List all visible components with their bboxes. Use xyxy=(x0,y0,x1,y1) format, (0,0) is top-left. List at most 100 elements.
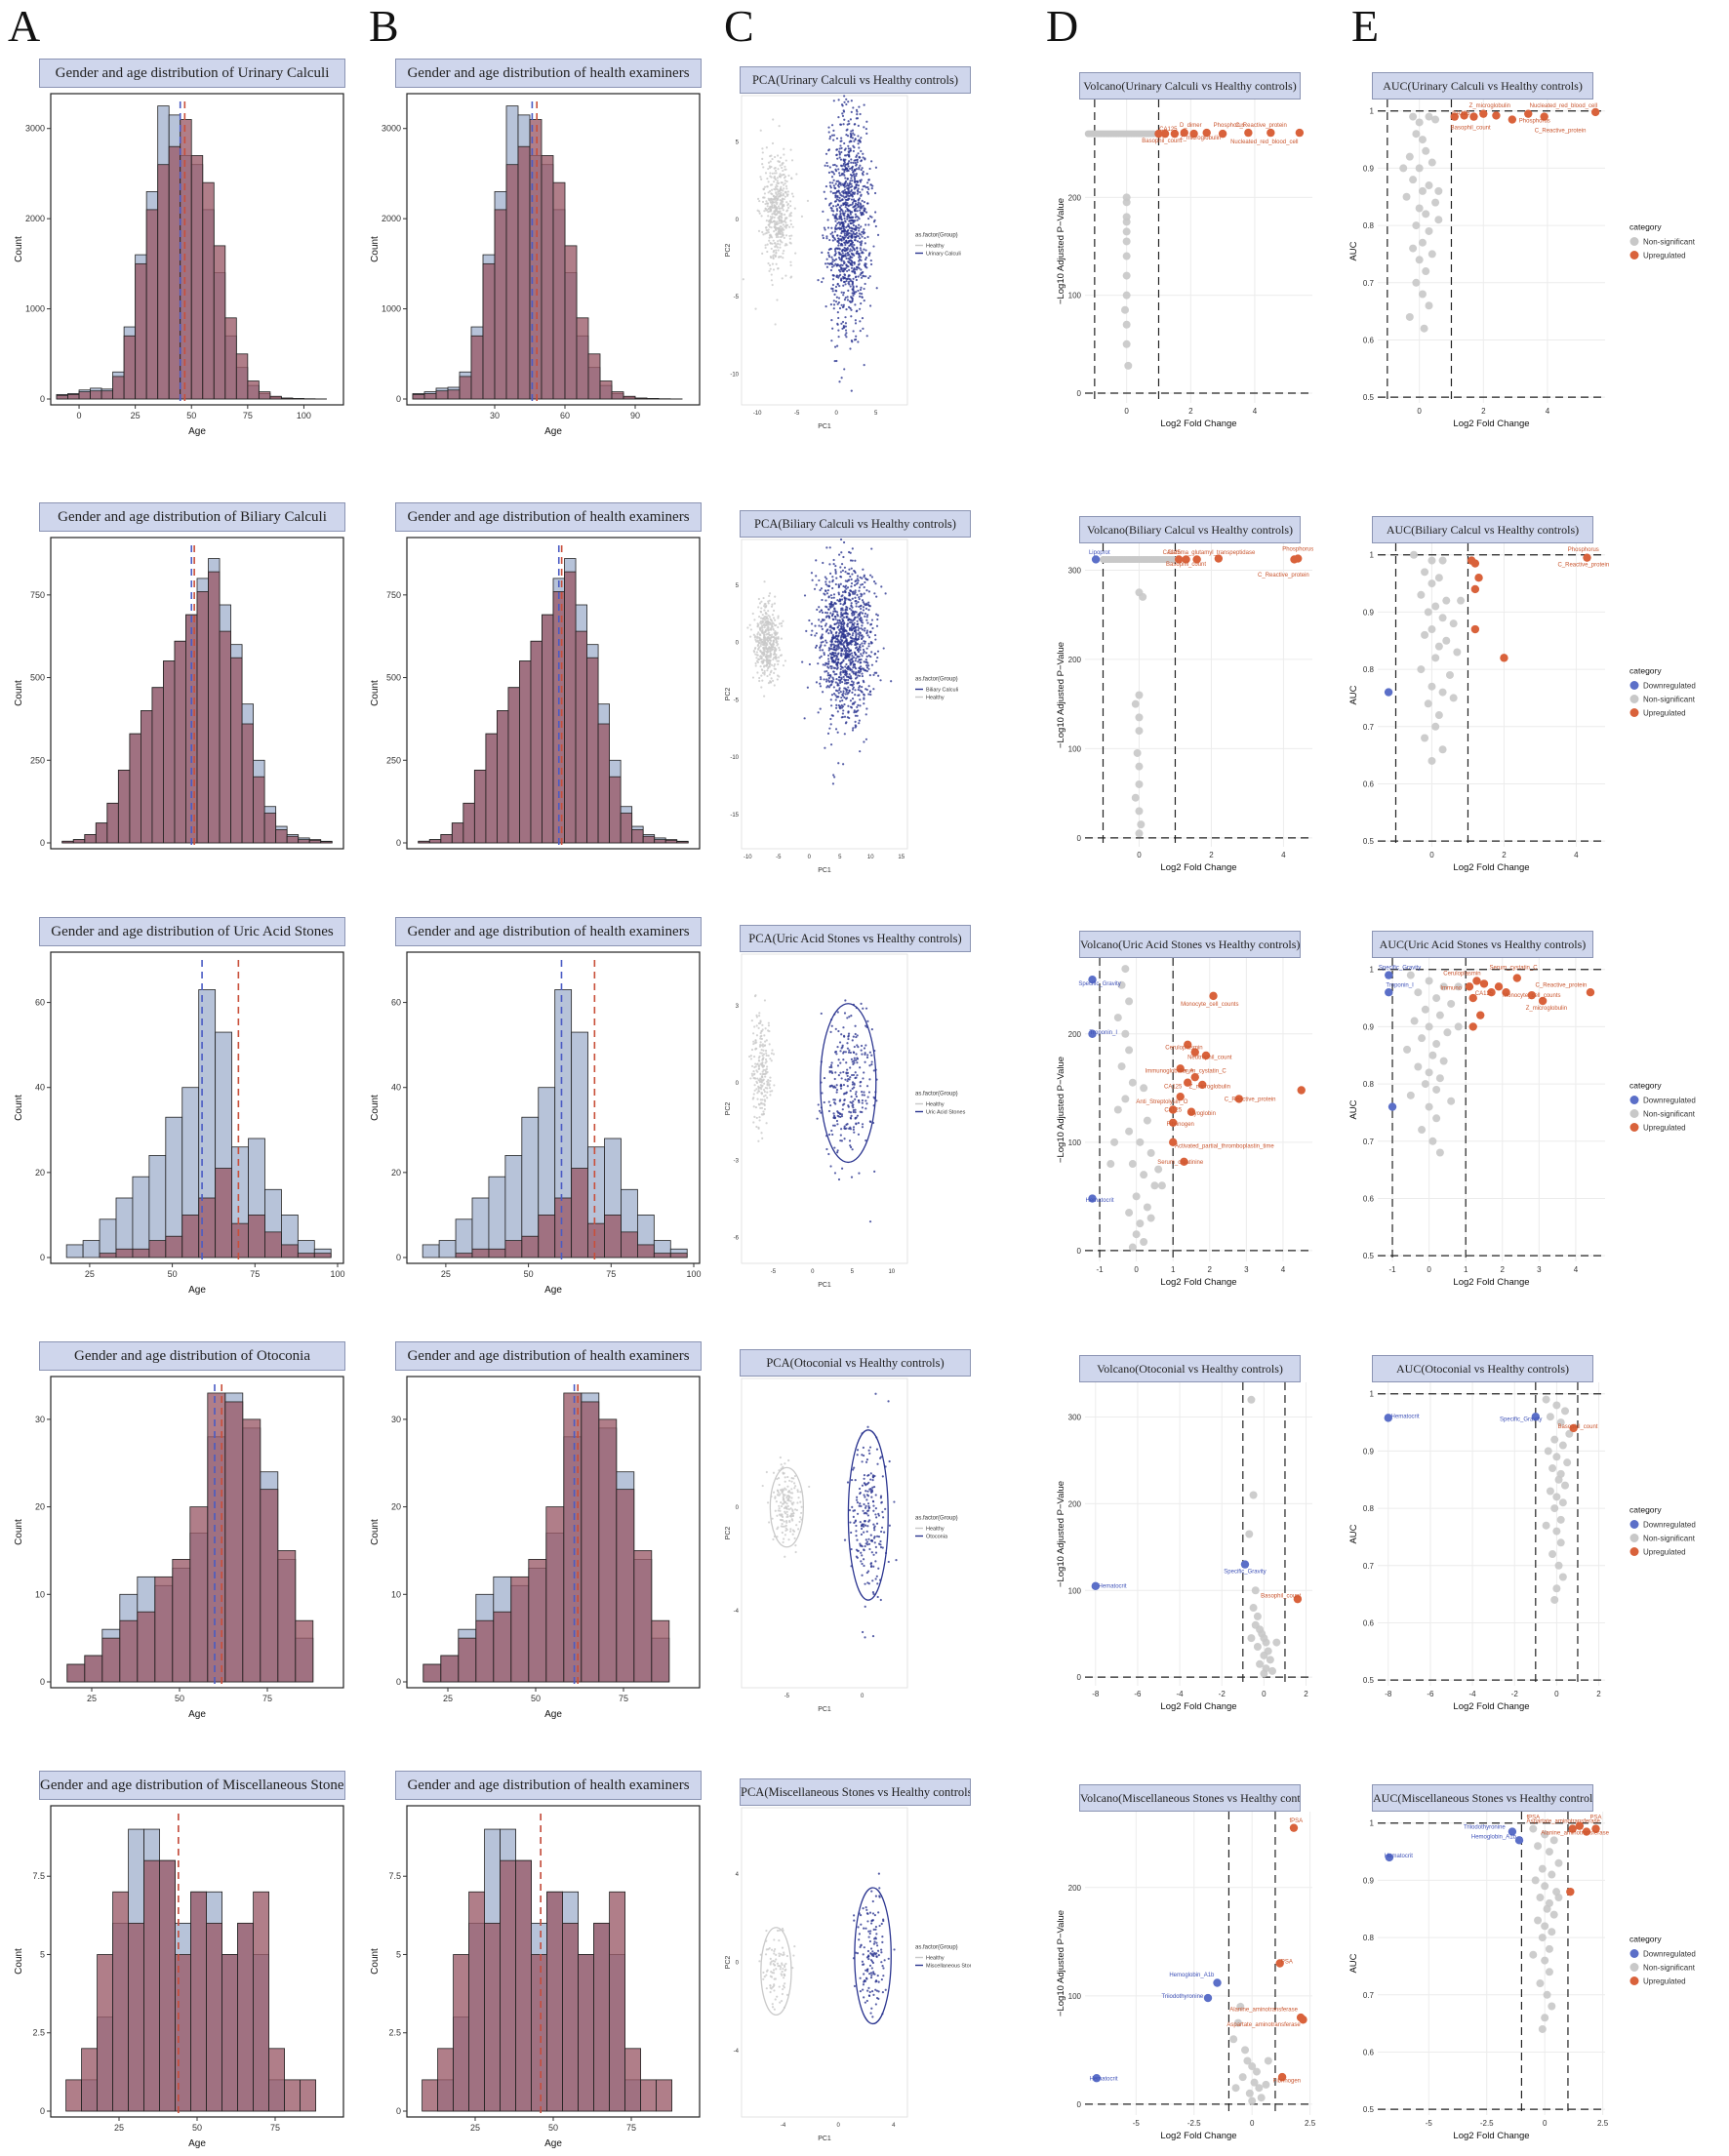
histogram-bar xyxy=(605,1215,622,1258)
pca-point xyxy=(824,262,826,264)
pca-point xyxy=(833,623,835,625)
pca-point xyxy=(843,621,845,623)
nonsignificant-point xyxy=(1414,1062,1422,1070)
pca-point xyxy=(855,156,857,158)
x-tick-label: 25 xyxy=(85,1269,95,1279)
pca-point xyxy=(793,1482,795,1484)
nonsignificant-point xyxy=(1431,116,1439,124)
pca-point xyxy=(845,99,847,100)
pca-point xyxy=(850,1052,852,1054)
pca-point xyxy=(799,1516,801,1518)
pca-point xyxy=(866,335,868,337)
pca-point xyxy=(792,1501,794,1503)
histogram-bar xyxy=(225,1402,243,1682)
pca-point xyxy=(761,1107,763,1109)
pca-point xyxy=(850,285,852,287)
pca-point xyxy=(833,671,835,673)
legend-swatch xyxy=(1630,695,1639,703)
x-tick-label: 10 xyxy=(888,1269,895,1275)
pca-point xyxy=(775,654,777,656)
pca-point xyxy=(847,1104,849,1106)
pca-point xyxy=(852,195,854,197)
nonsignificant-point xyxy=(1443,1028,1451,1036)
pca-point xyxy=(856,286,858,288)
pca-point xyxy=(843,273,845,275)
pca-point xyxy=(837,659,839,660)
pca-point xyxy=(866,579,868,580)
pca-point xyxy=(854,694,856,696)
pca-point xyxy=(830,171,832,173)
pca-point xyxy=(842,671,844,673)
pca-point xyxy=(773,672,775,674)
pca-point xyxy=(757,1140,759,1142)
legend-item: Healthy xyxy=(926,696,945,701)
y-tick-label: 0.5 xyxy=(1363,1252,1375,1260)
pca-point xyxy=(857,601,859,603)
pca-point xyxy=(780,1457,782,1458)
upregulated-point xyxy=(1474,574,1482,581)
pca-point xyxy=(849,633,851,635)
pca-point xyxy=(835,699,837,700)
pca-point xyxy=(832,637,834,639)
y-axis-label: Count xyxy=(14,1519,24,1545)
pca-point xyxy=(755,1106,757,1108)
pca-point xyxy=(856,113,858,115)
y-tick-label: -6 xyxy=(734,1236,740,1242)
pca-point xyxy=(769,226,771,228)
pca-point xyxy=(795,1524,797,1526)
pca-point xyxy=(849,669,851,671)
pca-point xyxy=(857,715,859,717)
histogram-bar xyxy=(182,1215,199,1258)
pca-point xyxy=(826,262,828,264)
pca-point xyxy=(845,210,847,212)
pca-point xyxy=(860,274,862,276)
pca-point xyxy=(778,660,780,662)
pca-point xyxy=(841,103,843,105)
pca-point xyxy=(785,234,787,236)
y-tick-label: 200 xyxy=(1068,193,1082,202)
pca-point xyxy=(836,190,838,192)
pca-point xyxy=(855,1036,857,1038)
histogram-bar xyxy=(287,836,299,843)
pca-point xyxy=(787,1459,789,1461)
pca-point xyxy=(864,586,865,588)
pca-point xyxy=(840,218,842,220)
pca-point xyxy=(766,675,768,677)
pca-point xyxy=(822,619,824,621)
pca-point xyxy=(848,1050,850,1052)
x-tick-label: 5 xyxy=(851,1269,855,1275)
pca-point xyxy=(862,1106,864,1108)
pca-point xyxy=(790,1507,792,1509)
pca-point xyxy=(862,1099,864,1101)
pca-point xyxy=(829,573,831,575)
y-tick-label: 0.6 xyxy=(1363,779,1375,788)
histogram-bar xyxy=(314,1254,331,1258)
pca-point xyxy=(860,287,862,289)
pca-point xyxy=(845,199,847,201)
pca-point xyxy=(753,1084,755,1086)
pca-point xyxy=(844,182,846,184)
pca-point xyxy=(761,163,763,165)
histogram-bar xyxy=(419,841,430,843)
pca-point xyxy=(784,1462,785,1464)
pca-point xyxy=(843,687,845,689)
pca-point xyxy=(847,1035,849,1037)
pca-point xyxy=(779,1510,781,1512)
pca-point xyxy=(839,631,841,633)
pca-point xyxy=(845,325,847,327)
nonsignificant-point xyxy=(1428,1138,1436,1145)
pca-point xyxy=(765,605,767,607)
pca-point xyxy=(784,196,786,198)
histogram-bar xyxy=(278,1550,296,1682)
pca-point xyxy=(854,584,856,586)
pca-point xyxy=(841,1168,843,1170)
pca-point xyxy=(776,203,778,205)
pca-point xyxy=(862,317,864,319)
pca-point xyxy=(847,693,849,695)
pca-point xyxy=(769,172,771,174)
nonsignificant-point xyxy=(1409,113,1417,121)
pca-point xyxy=(776,644,778,646)
nonsignificant-point xyxy=(1121,1030,1129,1038)
pca-point xyxy=(761,253,763,255)
